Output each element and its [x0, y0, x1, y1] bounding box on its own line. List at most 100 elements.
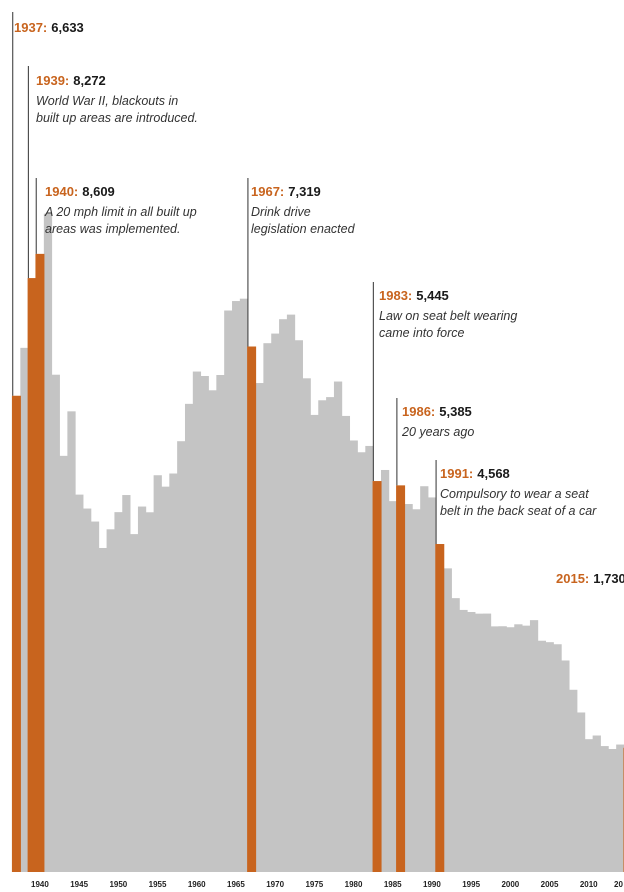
bar-1980	[349, 440, 358, 872]
bar-2011	[592, 735, 601, 872]
bar-1945	[75, 494, 84, 872]
bar-1938	[20, 347, 29, 872]
highlight-bar-1986	[396, 485, 406, 872]
highlight-bar-1937	[11, 395, 21, 872]
annotation-note-1991-1: Compulsory to wear a seat	[440, 487, 589, 501]
bar-2010	[584, 739, 594, 872]
annotation-year-2015: 2015:	[556, 571, 589, 586]
bar-1996	[475, 613, 484, 872]
annotations-group: 1937: 6,633 1939: 8,272 World War II, blacko…	[12, 12, 624, 586]
bar-1990	[428, 497, 437, 872]
bar-1993	[451, 598, 460, 872]
bar-1981	[357, 452, 366, 872]
annotation-value-1937: 6,633	[51, 20, 84, 35]
bar-1949	[106, 529, 115, 872]
annotation-note-1991-2: belt in the back seat of a car	[440, 504, 597, 518]
highlight-bar-1983	[372, 481, 382, 872]
bar-2002	[522, 625, 531, 872]
annotation-value-1967: 7,319	[288, 184, 321, 199]
x-tick-1940: 1940	[31, 880, 49, 889]
highlight-bar-1991	[435, 544, 445, 872]
annotation-note-1967-2: legislation enacted	[251, 222, 356, 236]
bar-1975	[310, 414, 319, 872]
bar-1953	[137, 506, 147, 872]
bars-group	[20, 213, 624, 873]
annotation-year-1983: 1983:	[379, 288, 412, 303]
bar-2012	[600, 746, 609, 872]
bar-1974	[302, 378, 311, 872]
annotation-title-1967: 1967: 7,319	[251, 184, 321, 199]
bar-1958	[177, 441, 186, 872]
bar-1994	[459, 609, 468, 872]
bar-1979	[341, 415, 351, 872]
bar-1941	[43, 213, 53, 873]
x-tick-1950: 1950	[109, 880, 127, 889]
bar-2014	[616, 744, 624, 872]
bar-1963	[216, 375, 225, 872]
bar-1954	[145, 512, 155, 872]
bar-1951	[122, 495, 131, 872]
bar-2008	[569, 689, 578, 872]
annotation-title-1939: 1939: 8,272	[36, 73, 106, 88]
annotation-value-2015: 1,730	[593, 571, 624, 586]
bar-1998	[490, 626, 499, 872]
annotation-title-2015: 2015: 1,730	[556, 571, 624, 586]
bar-1960	[192, 371, 202, 872]
bar-1966	[239, 298, 249, 872]
bar-2003	[529, 620, 539, 872]
bar-1999	[498, 626, 507, 872]
bar-2000	[506, 627, 515, 872]
bar-1962	[208, 390, 217, 872]
x-tick-1990: 1990	[423, 880, 441, 889]
annotation-year-1940: 1940:	[45, 184, 78, 199]
highlight-bar-1967	[247, 346, 257, 872]
bar-2005	[545, 642, 554, 872]
x-tick-2005: 2005	[541, 880, 559, 889]
bar-1944	[67, 411, 76, 872]
bar-1988	[412, 509, 421, 872]
x-axis-ticks: 1940 1945 1950 1955 1960 1965 1970 1975 1980 1985…	[31, 880, 623, 889]
annotation-year-1937: 1937:	[14, 20, 47, 35]
bar-1968	[255, 383, 264, 872]
bar-2009	[576, 712, 586, 872]
bar-1959	[184, 403, 194, 872]
bar-1977	[326, 397, 335, 872]
x-tick-1955: 1955	[149, 880, 167, 889]
annotation-title-1940: 1940: 8,609	[45, 184, 115, 199]
bar-1973	[294, 340, 303, 872]
bar-1989	[420, 486, 429, 872]
bar-2007	[561, 660, 570, 872]
x-tick-1960: 1960	[188, 880, 206, 889]
annotation-note-1939-2: built up areas are introduced.	[36, 111, 198, 125]
bar-1978	[333, 381, 343, 872]
annotation-year-1991: 1991:	[440, 466, 473, 481]
bar-2006	[553, 644, 562, 872]
bar-1946	[83, 508, 92, 872]
annotation-note-1983-1: Law on seat belt wearing	[379, 309, 517, 323]
bar-1942	[51, 374, 60, 872]
annotation-value-1991: 4,568	[477, 466, 510, 481]
bar-1957	[169, 473, 178, 872]
bar-1992	[443, 568, 452, 872]
bar-2013	[608, 749, 617, 872]
bar-1976	[318, 400, 327, 872]
x-tick-1995: 1995	[462, 880, 480, 889]
annotation-year-1986: 1986:	[402, 404, 435, 419]
bar-1965	[232, 301, 241, 872]
bar-1964	[224, 310, 233, 872]
annotation-value-1983: 5,445	[416, 288, 449, 303]
bar-1997	[482, 613, 492, 872]
bar-1987	[404, 504, 413, 872]
annotation-value-1940: 8,609	[82, 184, 115, 199]
annotation-note-1986-1: 20 years ago	[401, 425, 474, 439]
bar-1970	[271, 333, 280, 872]
x-tick-1970: 1970	[266, 880, 284, 889]
bar-1943	[59, 455, 68, 872]
annotation-value-1986: 5,385	[439, 404, 472, 419]
bar-2001	[514, 624, 523, 872]
x-tick-20: 20	[614, 880, 623, 889]
annotation-title-1991: 1991: 4,568	[440, 466, 510, 481]
x-tick-2000: 2000	[501, 880, 519, 889]
annotation-title-1986: 1986: 5,385	[402, 404, 472, 419]
x-tick-1985: 1985	[384, 880, 402, 889]
